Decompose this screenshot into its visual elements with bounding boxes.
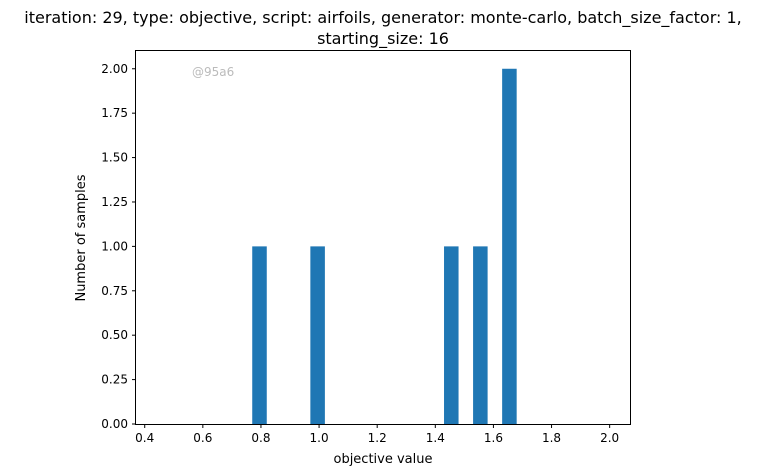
x-axis-label: objective value <box>333 452 432 467</box>
y-tick-label: 1.00 <box>101 239 128 253</box>
y-tick-label: 0.25 <box>101 373 128 387</box>
plot-frame <box>135 50 631 425</box>
watermark-label: @95a6 <box>192 65 234 79</box>
y-tick-label: 1.75 <box>101 106 128 120</box>
x-tick-label: 0.8 <box>251 431 270 445</box>
histogram-bar-1 <box>252 246 267 424</box>
bars-group <box>252 68 517 424</box>
y-tick-label: 2.00 <box>101 62 128 76</box>
x-tick-label: 2.0 <box>600 431 619 445</box>
histogram-bar-3 <box>444 246 459 424</box>
y-tick-label: 1.50 <box>101 151 128 165</box>
histogram-bar-4 <box>473 246 488 424</box>
chart-title-line-2: starting_size: 16 <box>317 29 449 49</box>
y-tick-label: 0.00 <box>101 417 128 431</box>
x-tick-label: 0.4 <box>135 431 154 445</box>
y-axis-ticks: 0.00 0.25 0.50 0.75 1.00 1.25 1.50 1.75 2.00 <box>101 62 136 431</box>
x-tick-label: 1.4 <box>426 431 445 445</box>
x-tick-label: 1.2 <box>368 431 387 445</box>
x-tick-label: 1.8 <box>542 431 561 445</box>
x-axis-ticks: 0.4 0.6 0.8 1.0 1.2 1.4 1.6 1.8 2.0 <box>135 424 619 445</box>
histogram-bar-5 <box>502 68 517 424</box>
y-axis-label: Number of samples <box>74 174 89 301</box>
x-tick-label: 0.6 <box>193 431 212 445</box>
y-tick-label: 0.50 <box>101 328 128 342</box>
histogram-bar-2 <box>310 246 325 424</box>
x-tick-label: 1.0 <box>310 431 329 445</box>
x-tick-label: 1.6 <box>484 431 503 445</box>
y-tick-label: 0.75 <box>101 284 128 298</box>
chart-title-line-1: iteration: 29, type: objective, script: … <box>24 8 742 28</box>
y-tick-label: 1.25 <box>101 195 128 209</box>
